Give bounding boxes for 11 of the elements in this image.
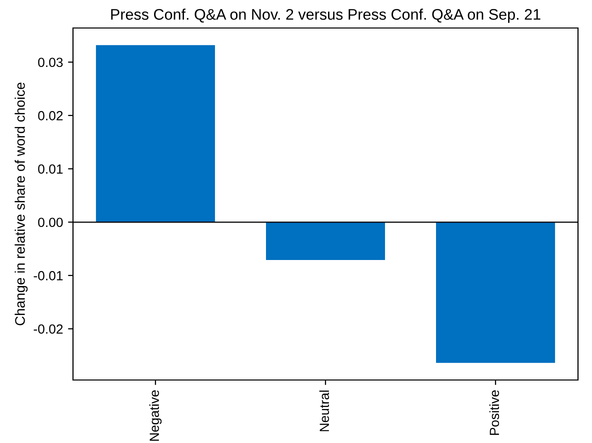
y-tick-label: 0.01 (38, 164, 63, 174)
y-axis-title: Change in relative share of word choice (14, 82, 28, 326)
y-tick-label: -0.01 (34, 271, 63, 280)
x-tick-label: Negative (149, 390, 162, 441)
y-tick-label: 0.02 (38, 111, 63, 120)
y-tick-label: 0.03 (38, 58, 63, 68)
chart-title: Press Conf. Q&A on Nov. 2 versus Press Conf. Q&A on Sep. 21 (111, 8, 540, 23)
y-tick-label: -0.02 (34, 324, 63, 334)
x-tick-label: Positive (489, 390, 500, 435)
y-tick-label: 0.00 (38, 218, 63, 228)
x-tick-label: Neutral (319, 390, 330, 432)
